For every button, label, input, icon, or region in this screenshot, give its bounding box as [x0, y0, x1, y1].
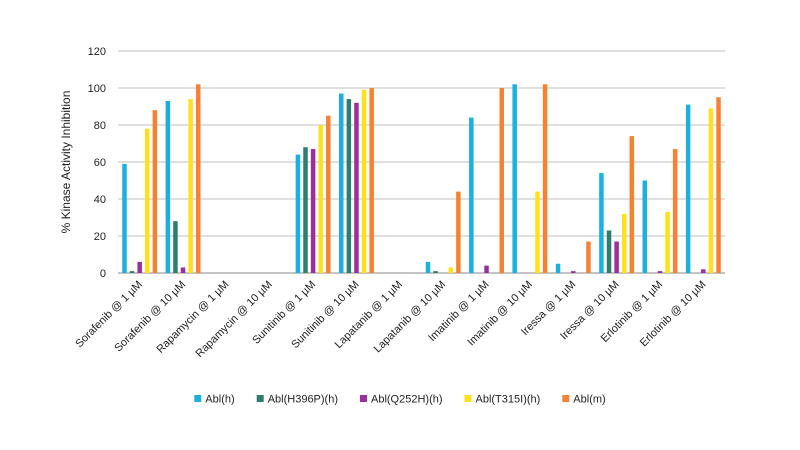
- x-tick-label: Rapamycin @ 1 µM: [154, 279, 231, 356]
- y-tick-label: 40: [94, 194, 106, 206]
- bar: [542, 84, 548, 273]
- bar: [701, 269, 706, 273]
- legend-item: Abl(m): [562, 394, 606, 406]
- bar: [469, 117, 474, 273]
- bar: [303, 147, 308, 273]
- bar: [152, 110, 158, 273]
- bar: [599, 173, 604, 273]
- bar: [629, 136, 635, 273]
- legend-label: Abl(H396P)(h): [268, 394, 338, 406]
- y-tick-label: 60: [94, 157, 106, 169]
- bar: [571, 271, 576, 273]
- bar: [512, 84, 517, 273]
- bar: [708, 108, 714, 273]
- y-axis-title: % Kinase Activity Inhibition: [59, 91, 73, 234]
- bar: [326, 115, 331, 273]
- bar: [425, 261, 431, 273]
- legend-swatch: [464, 395, 472, 402]
- bars: [122, 84, 721, 274]
- legend-label: Abl(T315I)(h): [476, 394, 541, 406]
- bar: [129, 271, 135, 273]
- bar: [672, 149, 678, 273]
- bar: [448, 267, 454, 273]
- bar: [499, 88, 504, 273]
- bar: [180, 267, 186, 273]
- bar: [173, 221, 178, 273]
- legend-swatch: [194, 395, 202, 402]
- bar: [642, 180, 648, 273]
- y-tick-label: 0: [100, 268, 106, 280]
- legend-item: Abl(Q252H)(h): [360, 394, 443, 406]
- bar: [433, 271, 438, 273]
- y-axis-ticks: 0 20 40 60 80 100 120: [88, 46, 106, 280]
- legend-item: Abl(H396P)(h): [256, 394, 338, 406]
- bar: [606, 230, 612, 273]
- bar: [188, 99, 193, 273]
- bar: [484, 265, 489, 273]
- bar: [137, 261, 142, 273]
- legend-label: Abl(Q252H)(h): [371, 394, 443, 406]
- bar: [621, 213, 627, 273]
- gridlines: [118, 50, 725, 274]
- bar: [295, 154, 301, 273]
- legend-item: Abl(T315I)(h): [464, 394, 541, 406]
- bar: [614, 241, 619, 273]
- legend-swatch: [360, 395, 367, 402]
- legend-swatch: [562, 395, 570, 402]
- bar: [586, 241, 591, 273]
- bar: [346, 99, 352, 273]
- legend-item: Abl(h): [194, 394, 235, 406]
- y-tick-label: 120: [88, 46, 106, 58]
- bar: [535, 191, 540, 273]
- bar: [165, 100, 171, 273]
- y-tick-label: 100: [88, 83, 106, 95]
- y-tick-label: 20: [94, 231, 106, 243]
- legend-label: Abl(m): [573, 394, 605, 406]
- bar: [716, 97, 721, 273]
- legend: Abl(h) Abl(H396P)(h) Abl(Q252H)(h) Abl(T315…: [194, 394, 606, 406]
- legend-label: Abl(h): [205, 394, 234, 406]
- bar: [555, 263, 561, 273]
- bar: [145, 128, 150, 273]
- y-tick-label: 80: [94, 120, 106, 132]
- bar: [657, 271, 663, 273]
- bar: [339, 93, 344, 273]
- bar: [369, 88, 374, 273]
- bar: [361, 89, 367, 273]
- legend-swatch: [256, 395, 264, 402]
- bar: [318, 125, 323, 273]
- bar: [195, 84, 201, 273]
- bar: [354, 102, 359, 273]
- bar: [456, 191, 461, 273]
- bar: [665, 211, 670, 273]
- bar: [310, 149, 316, 273]
- bar: [122, 163, 127, 273]
- bar: [685, 104, 691, 274]
- x-tick-label: Lapatanib @ 10 µM: [372, 279, 449, 356]
- x-tick-label: Rapamycin @ 10 µM: [193, 279, 274, 360]
